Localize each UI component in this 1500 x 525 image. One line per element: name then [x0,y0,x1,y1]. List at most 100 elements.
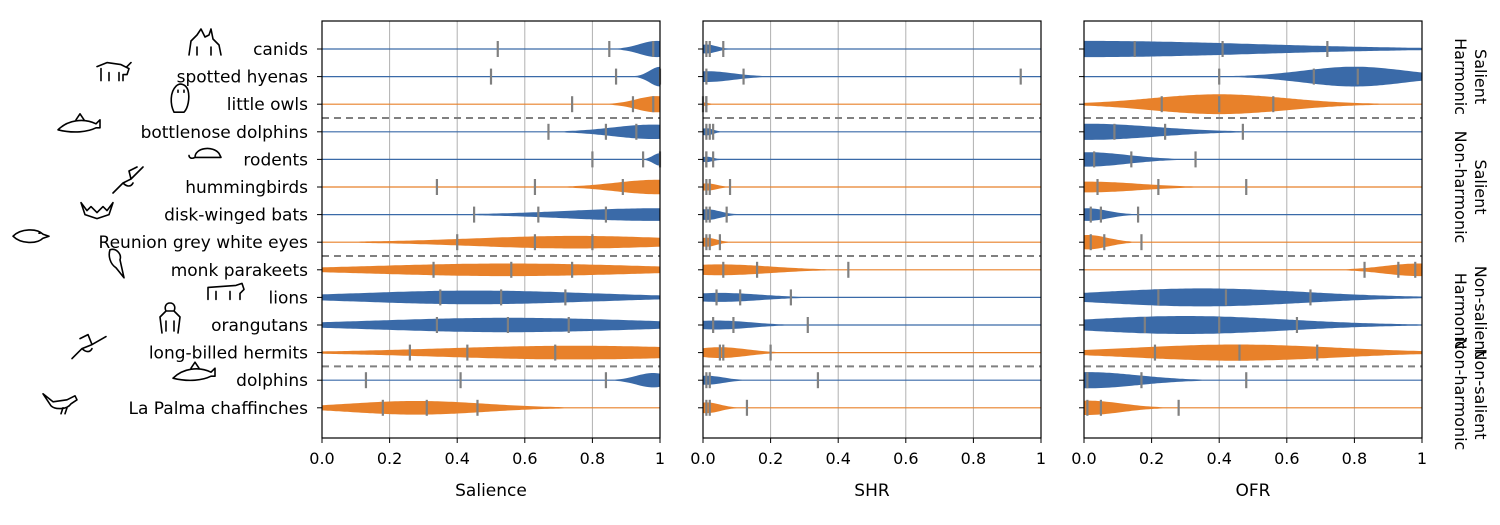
x-tick-label: 0.8 [961,449,986,468]
violin-bottlenose-dolphins [322,124,660,139]
group-label-line: Salient [1471,159,1490,214]
violin-dolphins [322,373,660,388]
x-tick-label: 0.6 [893,449,918,468]
white-eye-bird-icon [12,229,50,244]
violin-little-owls [1084,94,1422,115]
panel-salience: 0.0 0.2 0.4 0.6 0.8 1 Salience [309,20,665,501]
violin-orangutans [1084,316,1422,334]
violin-monk-parakeets [703,264,1041,276]
violin-little-owls [703,102,1041,106]
group-label-line: Harmonic [1451,273,1470,350]
dolphin-icon [172,361,216,382]
violin-lions [322,290,660,305]
violin-spotted-hyenas [1084,66,1422,87]
x-tick-label: 0.2 [377,449,402,468]
violin-reunion-grey-white-eyes [703,237,1041,247]
violin-hummingbirds [322,179,660,195]
violin-lions [1084,288,1422,307]
owl-icon [170,83,190,113]
violin-dolphins [703,375,1041,385]
x-tick-label: 0.4 [825,449,850,468]
x-tick-label: 0.0 [309,449,334,468]
violin-la-palma-chaffinches [703,402,1041,414]
species-label: orangutans [211,316,308,336]
species-icons [12,28,245,415]
violin-la-palma-chaffinches [322,401,660,415]
violin-bottlenose-dolphins [1084,123,1422,140]
species-label: rodents [243,150,308,170]
group-label-line: Harmonic [1451,38,1470,115]
violin-monk-parakeets [322,263,660,277]
species-label: dolphins [236,371,308,391]
violin-canids [322,40,660,58]
x-tick-label: 0.2 [1139,449,1164,468]
panel-frame [1083,20,1423,439]
hyena-icon [96,61,132,82]
species-label: hummingbirds [185,178,308,198]
panel-frame [321,20,661,439]
violin-long-billed-hermits [1084,344,1422,361]
violin-disk-winged-bats [1084,208,1422,221]
violin-reunion-grey-white-eyes [322,235,660,249]
species-label: little owls [227,95,308,115]
x-tick-label: 1 [655,449,665,468]
orangutan-icon [159,302,181,334]
violin-la-palma-chaffinches [1084,400,1422,415]
x-tick-label: 0.6 [512,449,537,468]
violin-canids [1084,40,1422,58]
x-tick-label: 0.4 [444,449,469,468]
species-label: lions [269,288,309,308]
species-label: La Palma chaffinches [129,399,309,419]
violin-canids [703,44,1041,54]
violin-little-owls [322,96,660,113]
violin-orangutans [322,317,660,333]
x-tick-label: 1 [1036,449,1046,468]
x-axis-label: SHR [854,481,890,501]
panel-ofr: 0.0 0.2 0.4 0.6 0.8 1 OFR [1071,20,1427,501]
group-label-line: Salient [1471,49,1490,104]
x-axis-label: Salience [455,481,527,501]
violin-rodents [322,153,660,166]
species-label: bottlenose dolphins [141,123,309,143]
x-tick-label: 0.8 [580,449,605,468]
species-label: canids [253,40,308,60]
violin-hummingbirds [703,183,1041,191]
species-label: Reunion grey white eyes [99,233,309,253]
parakeet-icon [108,248,125,279]
species-labels: canids spotted hyenas little owls bottlenos… [99,40,309,419]
x-axis-label: OFR [1236,481,1271,501]
violin-hummingbirds [1084,181,1422,193]
x-tick-label: 0.2 [758,449,783,468]
chaffinch-icon [42,392,78,415]
violin-long-billed-hermits [322,345,660,360]
group-label-line: Non-harmonic [1451,338,1470,451]
species-label: disk-winged bats [164,206,308,226]
violin-dolphins [1084,372,1422,389]
dolphin-icon [57,113,101,133]
group-label-line: Non-salient [1471,349,1490,440]
hummingbird-icon [112,166,144,194]
group-labels: SalientHarmonicSalientNon-harmonicNon-sa… [1451,38,1490,450]
violin-long-billed-hermits [703,347,1041,358]
wolf-icon [188,28,222,56]
violin-lions [703,292,1041,302]
violin-rodents [1084,152,1422,167]
violin-rodents [703,156,1041,163]
violin-monk-parakeets [1084,263,1422,277]
x-tick-label: 0.0 [1071,449,1096,468]
violin-bottlenose-dolphins [703,128,1041,136]
x-tick-label: 0.4 [1206,449,1231,468]
group-label-line: Non-harmonic [1451,131,1470,244]
lion-icon [207,282,245,301]
chart-panels: 0.0 0.2 0.4 0.6 0.8 1 Salience 0.0 0.2 0.4 0.6 0.8 1… [309,20,1427,501]
species-label: monk parakeets [171,261,308,281]
x-tick-label: 1 [1417,449,1427,468]
bat-icon [80,201,114,220]
violin-orangutans [703,320,1041,330]
rodent-icon [188,147,222,160]
